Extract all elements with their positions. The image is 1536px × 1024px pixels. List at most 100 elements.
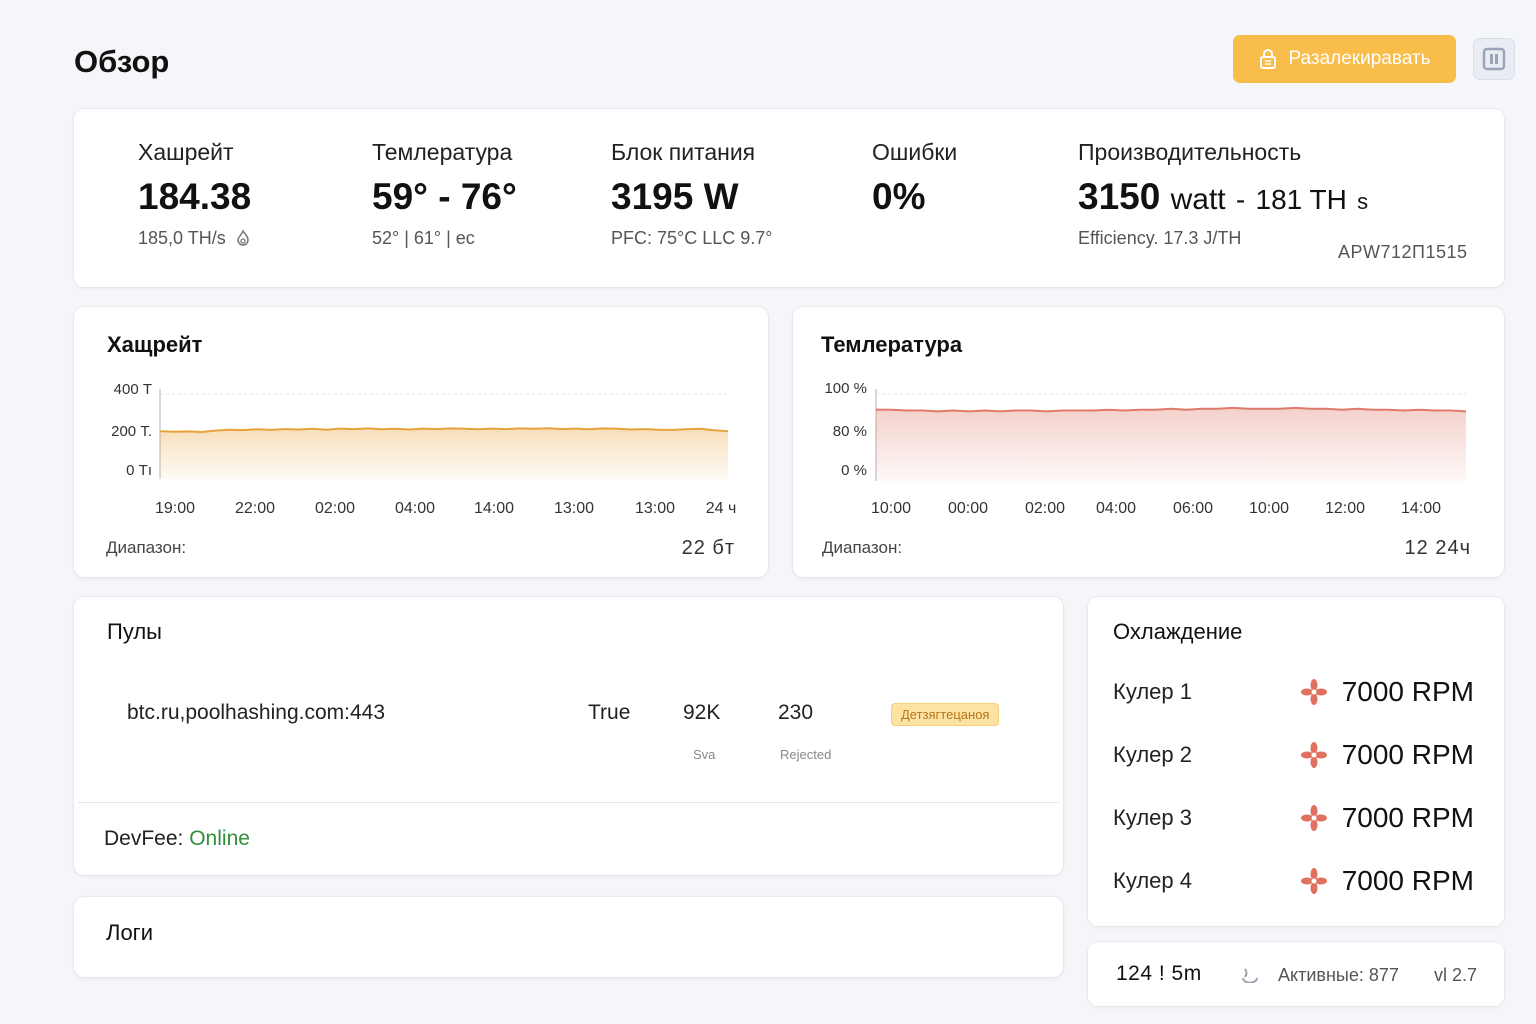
stat-hashrate: Хашрейт 184.38 185,0 TH/s	[138, 139, 251, 249]
fan-icon	[1300, 679, 1327, 705]
cooling-card: Охлаждение Кулер 1 7000 RPM Кулер 2 7000 RP…	[1088, 597, 1504, 926]
active-label: Активные:	[1278, 965, 1364, 985]
hashrate-range-label: Диапазон:	[106, 538, 187, 557]
y-tick-label: 0 %	[841, 462, 867, 479]
pool-rejected-label: Rejected	[780, 747, 832, 762]
stat-psu-label: Блок питания	[611, 139, 756, 165]
x-tick-label: 12:00	[1325, 500, 1365, 517]
logs-title: Логи	[106, 920, 153, 945]
unlock-button[interactable]: Разалекиравать	[1233, 35, 1456, 83]
x-tick-label: 24 ч	[706, 500, 737, 517]
x-tick-label: 04:00	[395, 500, 435, 517]
stat-performance-sep: -	[1235, 184, 1246, 215]
fan-icon	[1300, 868, 1327, 894]
stats-card: Хашрейт 184.38 185,0 TH/s Темлература 59…	[74, 109, 1504, 287]
x-tick-label: 14:00	[474, 500, 514, 517]
pool-active: True	[588, 701, 631, 724]
x-tick-label: 14:00	[1401, 500, 1441, 517]
pool-accepted: 92K	[683, 701, 721, 724]
pool-status-badge: Детзягтецаноя	[891, 703, 1000, 726]
stat-psu: Блок питания 3195 W PFC: 75°C LLC 9.7°	[611, 139, 772, 249]
series-area	[876, 407, 1466, 481]
fan-row: Кулер 1 7000 RPM	[1113, 672, 1474, 712]
series-line	[875, 406, 1467, 413]
fan-icon	[1300, 742, 1327, 768]
fan-rpm: 7000 RPM	[1341, 802, 1474, 833]
fan-row: Кулер 3 7000 RPM	[1113, 798, 1474, 838]
pools-divider	[78, 802, 1059, 803]
series-area	[160, 428, 728, 479]
fan-rpm: 7000 RPM	[1341, 739, 1474, 770]
hashrate-chart: 400 Т 200 Т. 0 Тı 19:00 22:00 02:00 04:00 14:00…	[111, 381, 737, 517]
fan-name: Кулер 4	[1113, 868, 1192, 893]
pool-rejected: 230	[778, 701, 814, 724]
temperature-chart-title: Темлература	[821, 332, 963, 357]
x-tick-label: 10:00	[1249, 500, 1289, 517]
x-tick-label: 13:00	[635, 500, 675, 517]
stat-performance-watts: 3150	[1078, 176, 1161, 217]
temperature-chart: 100 % 80 % 0 % 10:00 00:00 02:00 04:00 06:00 10:…	[824, 380, 1467, 517]
devfee-row: DevFee: Online	[104, 827, 250, 851]
stat-psu-value: 3195 W	[611, 176, 739, 217]
hashrate-range-value[interactable]: 22 бт	[681, 537, 735, 559]
pool-row[interactable]: btc.ru,poolhashing.com:443 True 92K Sva …	[74, 685, 1063, 775]
stat-hashrate-sub-text: 185,0 TH/s	[138, 228, 226, 248]
cooling-title: Охлаждение	[1113, 619, 1243, 644]
flame-icon	[236, 229, 249, 246]
unlock-button-label: Разалекиравать	[1288, 48, 1431, 69]
devfee-status: Online	[189, 827, 250, 850]
y-tick-label: 80 %	[833, 423, 867, 440]
stat-temperature-sub: 52° | 61° | ec	[372, 228, 475, 248]
stat-hashrate-sub: 185,0 TH/s	[138, 228, 251, 249]
fan-row: Кулер 4 7000 RPM	[1113, 861, 1474, 901]
logs-card[interactable]: Логи	[74, 897, 1063, 977]
lock-icon	[1260, 49, 1277, 69]
active-workers: Активные: 877	[1278, 965, 1399, 986]
pause-button[interactable]	[1473, 38, 1515, 80]
pool-url: btc.ru,poolhashing.com:443	[127, 701, 385, 724]
page-title: Обзор	[74, 44, 170, 79]
stat-hashrate-value: 184.38	[138, 176, 252, 217]
stat-performance-th: 181 TH	[1255, 184, 1347, 215]
fan-name: Кулер 1	[1113, 679, 1192, 704]
stat-temperature-value: 59° - 76°	[372, 176, 517, 217]
series-line	[159, 427, 729, 434]
fan-name: Кулер 2	[1113, 742, 1192, 767]
x-tick-label: 22:00	[235, 500, 275, 517]
x-tick-label: 00:00	[948, 500, 988, 517]
hashrate-chart-card: Хащрейт 400 Т 200 Т. 0 Тı 19:00 22:00 02:00 04…	[74, 307, 768, 577]
temperature-range-label: Диапазон:	[822, 538, 903, 557]
stat-errors: Ошибки 0%	[872, 139, 957, 218]
pool-accepted-label: Sva	[693, 747, 716, 762]
fan-rpm: 7000 RPM	[1341, 676, 1474, 707]
fan-name: Кулер 3	[1113, 805, 1192, 830]
stat-performance-sub: Efficiency. 17.3 J/TH	[1078, 228, 1242, 248]
stat-performance-s: s	[1357, 189, 1369, 214]
stat-temperature-label: Темлература	[372, 139, 513, 165]
stat-errors-value: 0%	[872, 176, 926, 217]
pause-icon	[1482, 47, 1506, 71]
y-tick-label: 100 %	[824, 380, 867, 397]
stat-performance-value: 3150 watt - 181 TH s	[1078, 176, 1368, 218]
fan-row: Кулер 2 7000 RPM	[1113, 735, 1474, 775]
active-value: 877	[1368, 965, 1399, 985]
temperature-range-value[interactable]: 12 24ч	[1404, 537, 1471, 559]
fan-rpm: 7000 RPM	[1341, 865, 1474, 896]
stat-hashrate-label: Хашрейт	[138, 139, 234, 165]
stat-temperature: Темлература 59° - 76° 52° | 61° | ec	[372, 139, 517, 249]
x-tick-label: 02:00	[315, 500, 355, 517]
device-model: APW712П1515	[1338, 242, 1468, 262]
stat-performance-unit: watt	[1170, 183, 1226, 216]
temperature-chart-card: Темлература 100 % 80 % 0 % 10:00 00:00 02:00 0…	[793, 307, 1504, 577]
stat-psu-sub: PFC: 75°C LLC 9.7°	[611, 228, 773, 248]
stat-performance: Производительность 3150 watt - 181 TH s …	[1078, 139, 1368, 249]
connection-icon	[1242, 968, 1258, 983]
pools-card: Пулы btc.ru,poolhashing.com:443 True 92K…	[74, 597, 1063, 875]
stat-performance-label: Производительность	[1078, 139, 1302, 165]
version: vl 2.7	[1434, 965, 1478, 985]
x-tick-label: 10:00	[871, 500, 911, 517]
y-tick-label: 200 Т.	[111, 423, 152, 440]
pools-title: Пулы	[107, 619, 162, 644]
uptime: 124 ! 5m	[1116, 962, 1202, 985]
x-tick-label: 02:00	[1025, 500, 1065, 517]
